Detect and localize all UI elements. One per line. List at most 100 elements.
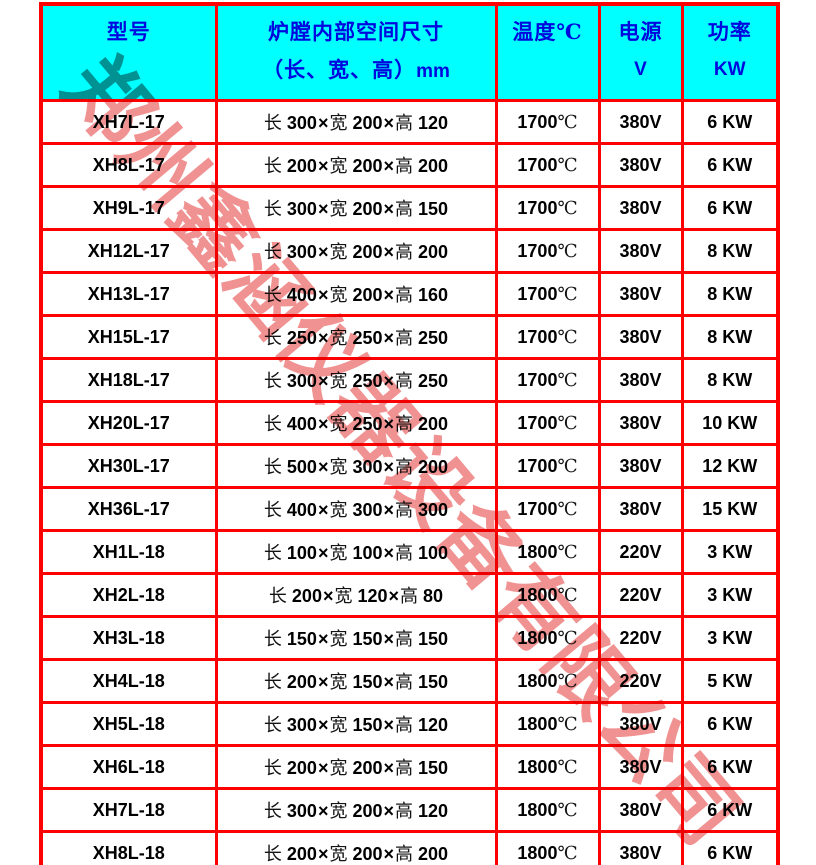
power-cell: 6 KW (680, 830, 780, 865)
height-value: 120 (418, 801, 449, 821)
width-value: 100 (352, 543, 383, 563)
length-label: 长 (263, 414, 282, 434)
height-value: 100 (418, 543, 449, 563)
temperature-cell: 1800℃ (494, 572, 601, 618)
temperature-value: 1800 (517, 584, 558, 605)
times-sign: × (383, 801, 395, 821)
temperature-value: 1800 (517, 713, 558, 734)
dimensions-cell: 长 300×宽 200×高 120 (214, 99, 498, 145)
voltage-cell: 380V (597, 314, 684, 360)
dimensions-cell: 长 150×宽 150×高 150 (214, 615, 498, 661)
temperature-value: 1800 (517, 842, 558, 863)
temperature-value: 1800 (517, 627, 558, 648)
times-sign: × (317, 242, 329, 262)
length-value: 200 (286, 156, 317, 176)
voltage-cell: 380V (597, 830, 684, 865)
height-label: 高 (395, 758, 414, 778)
height-value: 250 (418, 328, 449, 348)
width-value: 300 (352, 500, 383, 520)
height-value: 160 (418, 285, 449, 305)
header-dimensions-label: 炉膛内部空间尺寸 (268, 20, 444, 44)
temperature-cell: 1700℃ (494, 99, 601, 145)
celsius-symbol: ℃ (557, 412, 578, 433)
height-label: 高 (395, 715, 414, 735)
times-sign: × (383, 758, 395, 778)
celsius-symbol: ℃ (557, 541, 578, 562)
length-value: 300 (286, 715, 317, 735)
height-label: 高 (395, 285, 414, 305)
model-cell: XH36L-17 (39, 486, 218, 532)
temperature-value: 1700 (517, 283, 558, 304)
model-cell: XH12L-17 (39, 228, 218, 274)
height-value: 150 (418, 629, 449, 649)
length-label: 长 (263, 113, 282, 133)
times-sign: × (317, 500, 329, 520)
voltage-cell: 380V (597, 357, 684, 403)
width-label: 宽 (329, 242, 348, 262)
temperature-value: 1700 (517, 154, 558, 175)
dimensions-cell: 长 200×宽 120×高 80 (214, 572, 498, 618)
model-cell: XH2L-18 (39, 572, 218, 618)
dimensions-cell: 长 400×宽 300×高 300 (214, 486, 498, 532)
table-row: XH4L-18 长 200×宽 150×高 150 1800℃ 220V 5 KW (39, 658, 780, 704)
dimensions-cell: 长 400×宽 200×高 160 (214, 271, 498, 317)
table-row: XH3L-18 长 150×宽 150×高 150 1800℃ 220V 3 KW (39, 615, 780, 661)
length-label: 长 (263, 285, 282, 305)
celsius-symbol: ℃ (557, 584, 578, 605)
length-value: 200 (286, 672, 317, 692)
voltage-cell: 380V (597, 787, 684, 833)
times-sign: × (317, 844, 329, 864)
temperature-cell: 1800℃ (494, 787, 601, 833)
times-sign: × (383, 285, 395, 305)
width-value: 250 (352, 328, 383, 348)
height-label: 高 (395, 500, 414, 520)
voltage-cell: 380V (597, 744, 684, 790)
celsius-symbol: ℃ (557, 455, 578, 476)
dimensions-cell: 长 200×宽 200×高 200 (214, 830, 498, 865)
table-row: XH9L-17 长 300×宽 200×高 150 1700℃ 380V 6 KW (39, 185, 780, 231)
celsius-symbol: ℃ (557, 197, 578, 218)
voltage-cell: 380V (597, 142, 684, 188)
header-dimensions-unit: mm (416, 61, 450, 82)
table-row: XH7L-17 长 300×宽 200×高 120 1700℃ 380V 6 KW (39, 99, 780, 145)
width-label: 宽 (329, 844, 348, 864)
header-power: 功率 KW (680, 2, 780, 102)
width-label: 宽 (329, 715, 348, 735)
length-label: 长 (263, 715, 282, 735)
table-row: XH12L-17 长 300×宽 200×高 200 1700℃ 380V 8 KW (39, 228, 780, 274)
celsius-symbol: ℃ (557, 369, 578, 390)
header-temperature-label: 温度℃ (512, 20, 583, 44)
dimensions-cell: 长 250×宽 250×高 250 (214, 314, 498, 360)
model-cell: XH18L-17 (39, 357, 218, 403)
celsius-symbol: ℃ (557, 154, 578, 175)
header-model-label: 型号 (106, 20, 151, 44)
model-cell: XH13L-17 (39, 271, 218, 317)
voltage-cell: 380V (597, 228, 684, 274)
table-row: XH13L-17 长 400×宽 200×高 160 1700℃ 380V 8 KW (39, 271, 780, 317)
temperature-cell: 1800℃ (494, 529, 601, 575)
width-label: 宽 (329, 758, 348, 778)
times-sign: × (317, 199, 329, 219)
voltage-cell: 220V (597, 529, 684, 575)
height-label: 高 (395, 371, 414, 391)
dimensions-cell: 长 300×宽 200×高 150 (214, 185, 498, 231)
power-cell: 15 KW (680, 486, 780, 532)
length-value: 200 (286, 844, 317, 864)
temperature-cell: 1700℃ (494, 228, 601, 274)
times-sign: × (388, 586, 400, 606)
header-row: 型号 炉膛内部空间尺寸 （长、宽、高）mm 温度℃ 电源 V 功率 (39, 2, 780, 102)
dimensions-cell: 长 100×宽 100×高 100 (214, 529, 498, 575)
celsius-symbol: ℃ (557, 627, 578, 648)
power-cell: 12 KW (680, 443, 780, 489)
width-value: 200 (352, 113, 383, 133)
celsius-symbol: ℃ (557, 283, 578, 304)
header-voltage-label: 电源 (618, 20, 663, 44)
header-dimensions-sub: （长、宽、高）mm (218, 57, 495, 86)
table-row: XH1L-18 长 100×宽 100×高 100 1800℃ 220V 3 KW (39, 529, 780, 575)
times-sign: × (383, 199, 395, 219)
times-sign: × (317, 285, 329, 305)
length-label: 长 (263, 543, 282, 563)
temperature-cell: 1700℃ (494, 443, 601, 489)
width-value: 120 (357, 586, 388, 606)
temperature-cell: 1700℃ (494, 142, 601, 188)
